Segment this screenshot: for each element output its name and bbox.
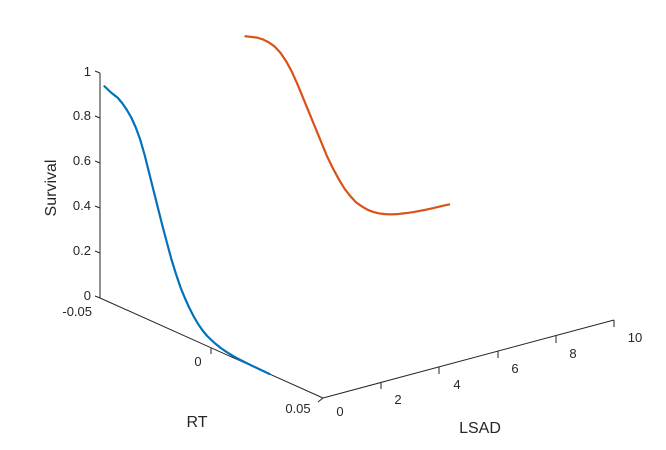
z-tick-label: 0.2 (73, 243, 91, 258)
lsad-ticks: 0 2 4 6 8 10 (336, 320, 642, 419)
lsad-tick-label: 6 (511, 361, 518, 376)
z-tick-label: 0 (84, 288, 91, 303)
rt-tick-label: -0.05 (62, 304, 92, 319)
rt-tick-label: 0 (194, 354, 201, 369)
lsad-tick-label: 8 (569, 346, 576, 361)
z-tick-label: 0.4 (73, 198, 91, 213)
lsad-axis-line (322, 319, 615, 399)
rt-axis-label: RT (186, 414, 207, 431)
lsad-axis-label: LSAD (459, 420, 501, 437)
rt-ticks: -0.05 0 0.05 (62, 304, 324, 416)
z-tick-label: 0.6 (73, 153, 91, 168)
lsad-tick-label: 4 (453, 377, 460, 392)
rt-tick-mark (317, 397, 324, 403)
rt-tick-label: 0.05 (285, 401, 310, 416)
series-line-1 (244, 35, 451, 216)
z-axis-label: Survival (43, 160, 60, 217)
z-tick-label: 1 (84, 64, 91, 79)
series-layer (103, 35, 451, 376)
lsad-tick-label: 10 (628, 330, 642, 345)
z-tick-mark (94, 115, 101, 119)
lsad-tick-label: 0 (336, 404, 343, 419)
series-line-0 (103, 85, 271, 376)
z-tick-label: 0.8 (73, 108, 91, 123)
lsad-tick-label: 2 (394, 392, 401, 407)
z-tick-mark (94, 70, 101, 74)
z-ticks: 0 0.2 0.4 0.6 0.8 1 (73, 64, 101, 303)
z-tick-mark (94, 295, 101, 299)
z-tick-mark (94, 160, 101, 164)
z-tick-mark (94, 250, 101, 254)
z-tick-mark (94, 205, 101, 209)
